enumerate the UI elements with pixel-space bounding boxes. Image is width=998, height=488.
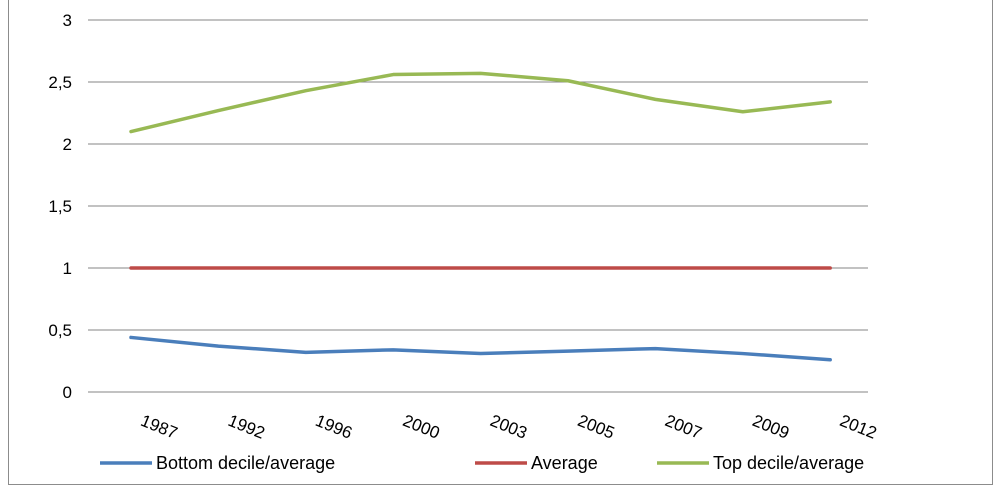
series-lines: [129, 71, 832, 362]
legend-label: Average: [531, 453, 598, 473]
y-tick-label: 2,5: [48, 73, 72, 92]
x-tick-label: 1992: [225, 411, 267, 443]
legend-label: Bottom decile/average: [156, 453, 335, 473]
y-tick-label: 3: [63, 11, 72, 30]
x-tick-label: 2005: [575, 411, 617, 443]
x-tick-label: 2000: [400, 411, 442, 443]
legend: Bottom decile/average Average Top decile/a…: [100, 453, 864, 473]
chart-frame: [8, 0, 993, 485]
y-axis-tick-labels: 0 0,5 1 1,5 2 2,5 3: [48, 11, 72, 402]
y-tick-label: 0: [63, 383, 72, 402]
series-line: [129, 71, 832, 134]
x-tick-label: 1996: [313, 411, 355, 443]
y-tick-label: 1,5: [48, 197, 72, 216]
x-tick-label: 2012: [837, 411, 879, 443]
x-tick-label: 1987: [138, 411, 180, 443]
series-line: [129, 335, 832, 362]
x-axis-tick-labels: 1987 1992 1996 2000 2003 2005 2007 2009 2012: [138, 411, 879, 443]
x-tick-label: 2007: [662, 411, 704, 443]
y-tick-label: 2: [63, 135, 72, 154]
y-tick-label: 1: [63, 259, 72, 278]
gridlines: [88, 19, 868, 393]
x-tick-label: 2009: [750, 411, 792, 443]
y-tick-label: 0,5: [48, 321, 72, 340]
x-tick-label: 2003: [488, 411, 530, 443]
legend-label: Top decile/average: [713, 453, 864, 473]
